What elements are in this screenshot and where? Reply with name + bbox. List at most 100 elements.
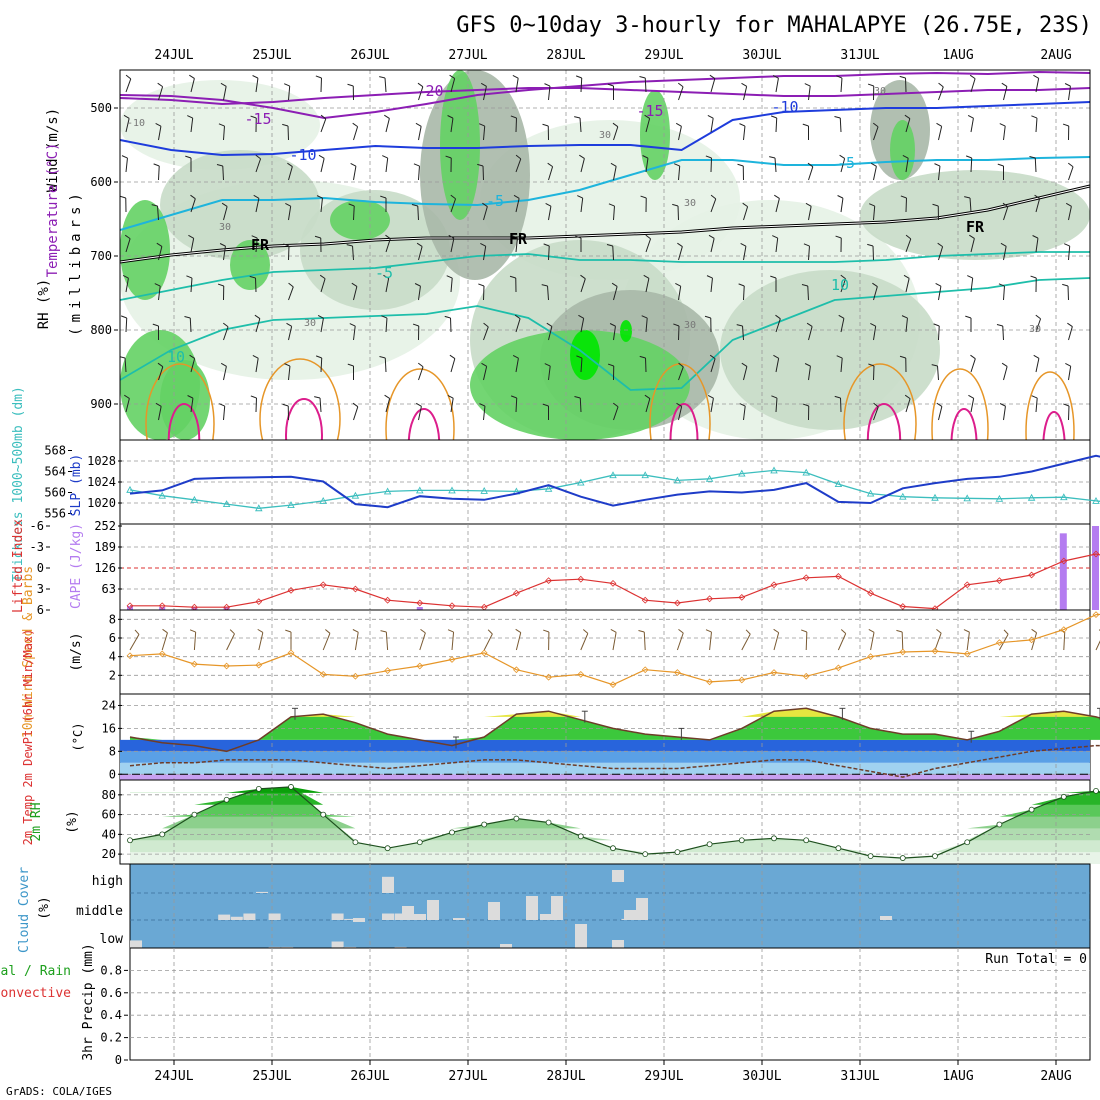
upper-wind-barb-feather	[124, 234, 131, 240]
upper-wind-barb	[483, 406, 486, 421]
wind-barb-feather	[868, 628, 875, 633]
total-rain-axis-label: Total / Rain	[0, 964, 71, 979]
cloud-level-label: low	[100, 932, 124, 947]
upper-wind-barb	[645, 118, 651, 133]
upper-wind-barb	[840, 198, 844, 213]
tick-label: 1028	[87, 454, 116, 468]
top-date-axis: 24JUL 25JUL 26JUL 27JUL 28JUL 29JUL 30JUL 31JUL…	[154, 48, 1071, 63]
upper-wind-barb-feather	[415, 402, 422, 407]
tick-label: 560	[44, 486, 66, 500]
freezing-level-line-inner	[120, 185, 1090, 263]
cloud-bar	[453, 918, 465, 920]
thickness-point	[222, 500, 231, 507]
upper-wind-barb-feather	[773, 354, 779, 359]
upper-wind-barb	[678, 366, 684, 381]
upper-wind-barb-feather	[804, 363, 811, 367]
upper-wind-barb-feather	[448, 234, 455, 239]
upper-wind-barb-feather	[157, 362, 164, 368]
wind-speed-point	[835, 664, 842, 672]
upper-wind-barb	[385, 317, 388, 333]
upper-wind-barb-feather	[320, 114, 327, 120]
tick-label: 0.8	[100, 963, 122, 977]
tick-label: 0	[109, 767, 116, 781]
wind-speed-point	[706, 678, 713, 686]
upper-wind-barb	[418, 165, 420, 181]
upper-wind-barb-feather	[969, 234, 975, 239]
lifted-index-point	[738, 594, 746, 601]
cloud-bar	[612, 870, 624, 882]
upper-wind-barb-feather	[1000, 242, 1007, 247]
cloud-cover-axis-label: Cloud Cover	[17, 867, 32, 953]
upper-wind-barb-feather	[967, 114, 974, 119]
upper-wind-barb-feather	[839, 154, 845, 159]
upper-wind-barb-feather	[611, 282, 618, 287]
rh-point	[416, 839, 423, 846]
wind-barb	[226, 633, 235, 651]
upper-wind-barb	[873, 206, 876, 221]
thickness-point	[963, 494, 971, 502]
thickness-point	[448, 486, 456, 494]
upper-wind-barb	[385, 398, 391, 413]
upper-wind-barb	[288, 206, 292, 221]
date-label-top: 2AUG	[1040, 48, 1071, 63]
upper-wind-barb-feather	[156, 242, 163, 247]
upper-wind-barb-feather	[542, 123, 549, 127]
upper-wind-barb-feather	[123, 114, 130, 119]
upper-wind-barb	[1003, 86, 1008, 101]
date-label-top: 27JUL	[448, 48, 487, 63]
tick-label: 700	[90, 249, 112, 263]
upper-wind-barb-feather	[802, 403, 809, 407]
wind-barb-feather	[801, 629, 807, 633]
mild-band	[120, 739, 1090, 752]
upper-wind-barb-feather	[709, 354, 716, 360]
upper-wind-barb-feather	[707, 115, 714, 119]
tick-label: 80	[102, 788, 116, 802]
upper-wind-barb	[548, 206, 552, 221]
thickness-point	[802, 468, 810, 476]
upper-wind-barb	[190, 78, 195, 93]
upper-wind-barb	[743, 406, 746, 421]
temperature-contour-hot	[669, 403, 699, 440]
upper-wind-barb	[418, 406, 422, 421]
tick-label: 20	[102, 847, 116, 861]
upper-wind-barb	[743, 246, 747, 261]
rh-point	[223, 796, 230, 803]
upper-wind-barb	[612, 245, 614, 261]
upper-wind-barb	[613, 406, 619, 421]
upper-wind-barb-feather	[938, 82, 944, 88]
upper-wind-barb	[223, 326, 229, 341]
upper-wind-barb-feather	[415, 122, 422, 127]
upper-wind-barb-feather	[574, 395, 581, 399]
wind-barb-feather	[420, 628, 426, 634]
upper-wind-barb	[1003, 366, 1008, 381]
upper-wind-barb	[1068, 366, 1072, 381]
slp-thickness-panel: 1028 1024 1020 568 564 560 556 Thickness 1000~…	[11, 386, 1100, 582]
lifted-index-point	[641, 596, 649, 604]
upper-wind-barb-feather	[965, 155, 972, 159]
upper-wind-barb-feather	[904, 114, 911, 119]
upper-wind-barb	[1035, 198, 1041, 213]
lifted-index-point	[1092, 550, 1100, 558]
upper-wind-barb-feather	[120, 315, 127, 319]
temperature-contour-warm	[931, 368, 989, 440]
upper-wind-barb-feather	[217, 283, 224, 287]
wind-barb	[515, 632, 522, 651]
tick-label: 24	[102, 698, 116, 712]
temperature-contour-10	[120, 277, 1090, 391]
date-label-bottom: 31JUL	[840, 1069, 879, 1084]
upper-wind-barb-feather	[645, 234, 651, 240]
millibars-axis-label: (millibars)	[68, 188, 84, 336]
upper-wind-barb	[158, 86, 164, 101]
temperature-contour-minus20	[120, 70, 1090, 120]
lifted-index-point	[545, 577, 552, 584]
upper-wind-barb	[613, 205, 615, 221]
cloud-bar-low	[268, 946, 281, 948]
date-label-bottom: 24JUL	[154, 1069, 193, 1084]
upper-wind-barb	[190, 198, 196, 213]
upper-wind-barb-feather	[677, 242, 683, 247]
tick-label: 0.4	[100, 1008, 122, 1022]
wind-speed-point	[255, 661, 263, 669]
wind-barb	[129, 634, 140, 651]
upper-wind-barb-feather	[220, 82, 227, 87]
cloud-bar-middle	[268, 913, 281, 920]
